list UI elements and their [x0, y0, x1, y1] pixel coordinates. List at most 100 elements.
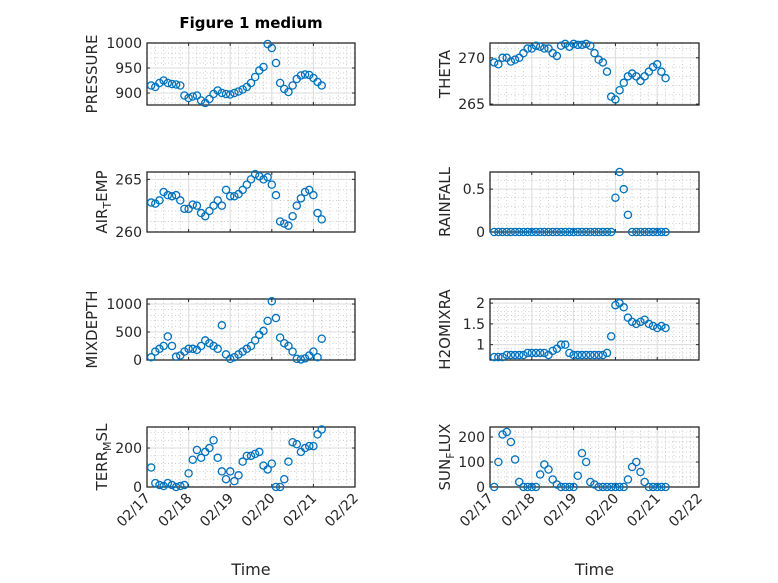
data-point: [209, 201, 218, 210]
data-point: [573, 227, 583, 237]
data-point: [598, 227, 608, 237]
y-tick-label: 0: [133, 480, 142, 496]
data-point: [205, 206, 214, 216]
x-tick-label: 02/22: [666, 491, 706, 531]
data-point: [213, 86, 222, 95]
data-point: [313, 208, 322, 218]
data-point: [519, 350, 528, 360]
data-point: [192, 445, 202, 455]
data-point: [644, 67, 654, 76]
data-point: [498, 352, 507, 362]
data-point: [275, 78, 285, 88]
data-point: [611, 193, 620, 202]
data-point: [627, 227, 637, 237]
data-point: [271, 190, 281, 200]
data-point: [196, 96, 206, 105]
data-point: [498, 430, 507, 439]
data-point: [506, 350, 516, 360]
data-point: [640, 72, 649, 81]
data-point: [221, 185, 231, 195]
y-tick-label: 100: [458, 455, 485, 471]
data-point: [506, 227, 516, 237]
data-point: [535, 42, 545, 51]
data-point: [632, 72, 641, 81]
axes-box: [146, 298, 356, 361]
data-point: [544, 227, 553, 237]
data-point: [590, 480, 599, 489]
data-point: [167, 79, 177, 89]
y-tick-label: 200: [115, 441, 142, 457]
axes-box: [146, 42, 356, 106]
data-point: [296, 71, 306, 80]
data-point: [213, 344, 222, 354]
data-point: [527, 348, 537, 358]
data-point: [163, 78, 173, 88]
data-point: [523, 44, 532, 53]
data-point: [304, 185, 314, 195]
y-tick-label: 1000: [106, 36, 142, 52]
data-point: [159, 341, 168, 351]
y-tick-label: 950: [115, 61, 142, 77]
data-point: [619, 184, 629, 194]
data-point: [573, 40, 583, 50]
data-point: [548, 346, 557, 356]
data-point: [267, 459, 277, 468]
y-tick-label: 265: [458, 97, 485, 113]
data-point: [271, 313, 281, 323]
data-point: [577, 350, 587, 360]
data-point: [598, 350, 608, 360]
data-point: [217, 321, 227, 330]
data-point: [544, 465, 553, 474]
data-point: [234, 87, 243, 96]
data-point: [615, 167, 624, 177]
data-point: [627, 462, 637, 472]
data-point: [661, 73, 670, 83]
data-point: [515, 53, 524, 63]
data-point: [611, 95, 620, 104]
data-point: [146, 81, 156, 90]
data-point: [309, 347, 318, 356]
data-point: [225, 191, 235, 201]
data-point: [540, 460, 549, 469]
x-tick-label: 02/17: [457, 491, 497, 531]
data-point: [489, 58, 499, 67]
data-point: [648, 482, 658, 492]
y-label-post: EMP: [93, 170, 111, 201]
data-point: [188, 455, 198, 464]
data-point: [586, 41, 595, 51]
y-label-pre: TERR: [93, 451, 111, 492]
y-label-sub: M: [101, 441, 114, 451]
data-point: [196, 453, 206, 463]
data-point: [225, 467, 235, 476]
data-point: [636, 317, 645, 327]
data-point: [556, 482, 566, 492]
y-tick-label: 200: [458, 430, 485, 446]
data-point: [280, 219, 289, 228]
data-point: [300, 443, 310, 453]
data-point: [606, 332, 616, 341]
data-point: [275, 217, 285, 226]
x-tick-label: 02/21: [624, 491, 664, 531]
data-point: [506, 437, 516, 447]
data-point: [196, 341, 206, 351]
data-point: [192, 201, 202, 210]
data-point: [644, 482, 654, 492]
data-point: [188, 344, 198, 354]
data-point: [259, 326, 268, 336]
data-point: [615, 85, 624, 95]
plot-area: [147, 172, 355, 232]
data-point: [602, 227, 612, 237]
data-point: [146, 352, 156, 362]
subplot-h2omixra: 1 1.5 2 H2OMIXRA: [436, 289, 700, 370]
y-axis-label: TERRMSL: [93, 423, 114, 492]
data-point: [234, 471, 243, 480]
data-point: [242, 180, 252, 189]
data-point: [267, 296, 277, 306]
data-point: [586, 477, 595, 487]
data-point: [225, 354, 235, 364]
data-point: [569, 482, 578, 492]
data-point: [271, 482, 281, 492]
data-point: [627, 69, 637, 78]
